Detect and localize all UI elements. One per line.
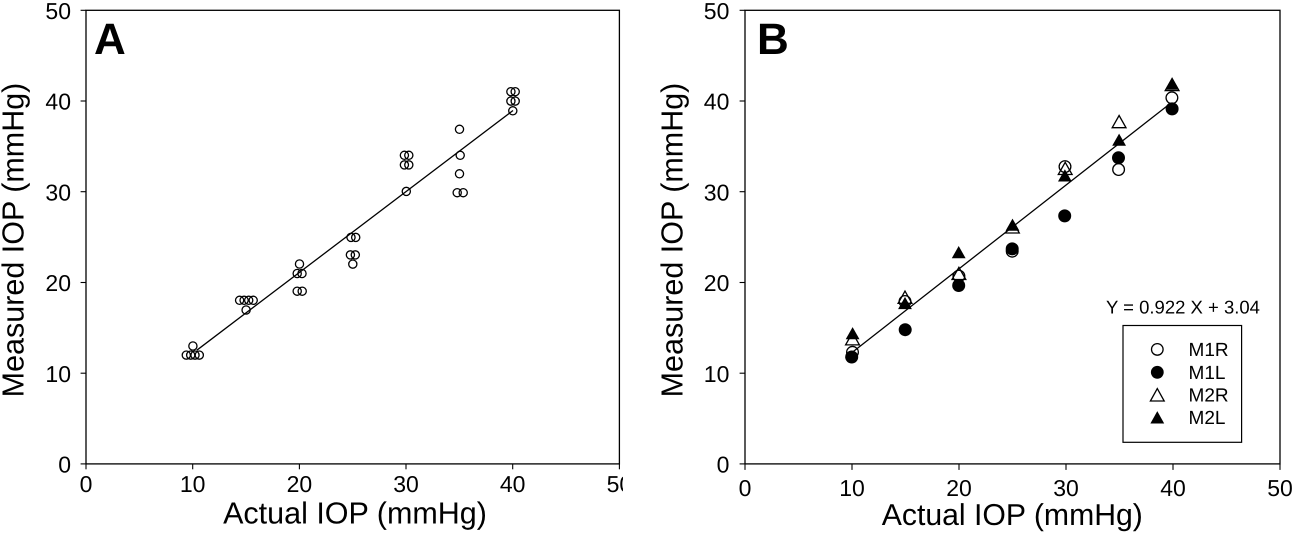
svg-text:0: 0 <box>717 452 730 478</box>
svg-text:30: 30 <box>393 471 419 497</box>
svg-text:50: 50 <box>45 0 71 24</box>
svg-text:0: 0 <box>739 475 752 501</box>
svg-text:M1L: M1L <box>1189 363 1226 384</box>
svg-text:A: A <box>94 15 126 64</box>
svg-text:20: 20 <box>704 270 730 296</box>
svg-text:Measured IOP (mmHg): Measured IOP (mmHg) <box>655 83 689 398</box>
svg-text:20: 20 <box>946 475 972 501</box>
svg-text:M2L: M2L <box>1189 408 1226 429</box>
svg-text:40: 40 <box>704 89 730 115</box>
svg-text:30: 30 <box>704 179 730 205</box>
svg-text:30: 30 <box>1053 475 1079 501</box>
svg-text:Actual IOP (mmHg): Actual IOP (mmHg) <box>882 499 1143 532</box>
svg-text:10: 10 <box>180 471 206 497</box>
svg-text:10: 10 <box>45 361 71 387</box>
svg-text:10: 10 <box>704 361 730 387</box>
svg-text:0: 0 <box>80 471 93 497</box>
svg-text:B: B <box>757 15 789 64</box>
svg-text:20: 20 <box>287 471 313 497</box>
svg-text:50: 50 <box>704 0 730 24</box>
svg-text:Actual IOP (mmHg): Actual IOP (mmHg) <box>223 497 487 531</box>
svg-text:40: 40 <box>1160 475 1186 501</box>
svg-text:40: 40 <box>500 471 526 497</box>
svg-text:50: 50 <box>1267 475 1292 501</box>
svg-text:50: 50 <box>607 471 633 497</box>
svg-text:M2R: M2R <box>1189 385 1229 406</box>
svg-text:0: 0 <box>58 452 71 478</box>
svg-text:Measured IOP (mmHg): Measured IOP (mmHg) <box>0 83 31 398</box>
svg-text:30: 30 <box>45 179 71 205</box>
svg-text:10: 10 <box>839 475 865 501</box>
svg-text:20: 20 <box>45 270 71 296</box>
svg-text:40: 40 <box>45 89 71 115</box>
svg-text:Y = 0.922 X + 3.04: Y = 0.922 X + 3.04 <box>1106 297 1260 318</box>
svg-text:M1R: M1R <box>1189 340 1229 361</box>
